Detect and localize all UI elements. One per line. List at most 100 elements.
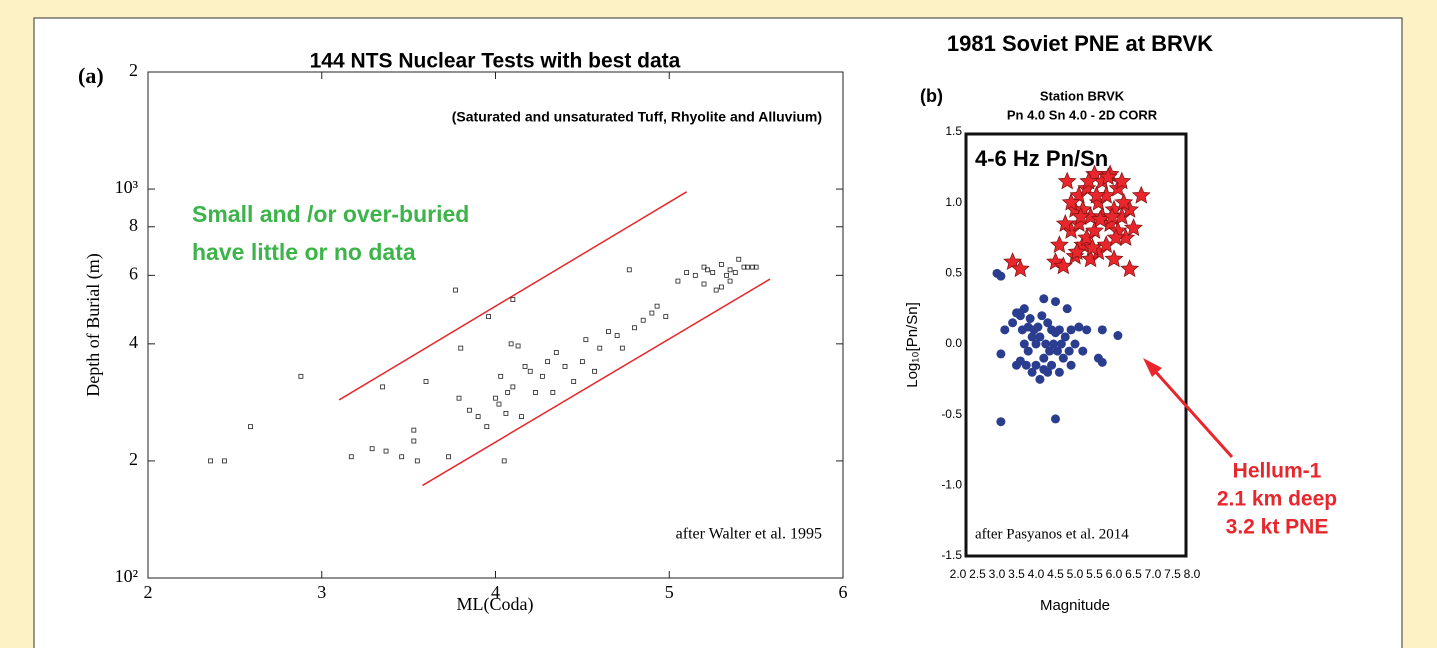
point	[222, 458, 227, 464]
point	[505, 390, 511, 395]
point	[1079, 171, 1099, 190]
x-tick-label: 4.5	[1047, 567, 1064, 581]
point	[1058, 353, 1068, 363]
point	[1062, 304, 1072, 314]
chart-title: 1981 Soviet PNE at BRVK	[947, 31, 1213, 56]
point	[545, 359, 551, 365]
annotation: 3.2 kt PNE	[1226, 516, 1329, 539]
panel-text: 4-6 Hz Pn/Sn	[975, 146, 1108, 171]
point	[684, 270, 690, 275]
plot-frame-b	[964, 132, 1188, 558]
point	[510, 384, 516, 390]
x-tick-label: 3	[317, 582, 326, 602]
point	[1055, 213, 1075, 232]
point	[753, 264, 759, 270]
x-tick-label: 3.0	[989, 567, 1006, 581]
point	[501, 458, 507, 464]
point	[745, 264, 750, 270]
x-tick-label: 8.0	[1184, 567, 1201, 581]
point	[380, 384, 385, 390]
point	[592, 368, 597, 374]
point	[414, 458, 420, 464]
point	[522, 363, 528, 369]
chart-title: 144 NTS Nuclear Tests with best data	[310, 50, 681, 73]
point	[1067, 242, 1087, 261]
point	[1051, 297, 1060, 307]
point	[1066, 360, 1076, 370]
point	[614, 333, 620, 339]
x-axis-label: ML(Coda)	[457, 594, 534, 615]
point	[1083, 237, 1102, 256]
point	[583, 337, 589, 343]
point	[562, 363, 568, 369]
point	[1051, 414, 1060, 424]
point	[597, 345, 603, 351]
point	[724, 272, 729, 278]
x-tick-label: 3.5	[1008, 567, 1025, 581]
point	[675, 278, 681, 284]
point	[1019, 339, 1029, 349]
point	[467, 407, 472, 413]
y-tick-label: 8	[129, 215, 138, 235]
point	[1131, 185, 1151, 204]
x-tick-label: 4.0	[1028, 567, 1045, 581]
point	[208, 458, 213, 464]
point	[1056, 339, 1066, 349]
point	[750, 264, 756, 270]
point	[533, 390, 538, 395]
point	[527, 368, 533, 374]
point	[1051, 328, 1060, 338]
point	[1106, 228, 1126, 247]
point	[1041, 339, 1051, 349]
point	[550, 390, 556, 395]
y-tick-label: 2	[129, 60, 138, 80]
point	[718, 262, 724, 267]
point	[1074, 322, 1084, 332]
point	[1085, 220, 1104, 239]
point	[1031, 360, 1041, 370]
point	[1039, 364, 1049, 374]
point	[1012, 308, 1021, 318]
point	[1043, 318, 1053, 328]
point	[486, 314, 491, 320]
point	[736, 256, 742, 262]
point	[1052, 346, 1062, 356]
point	[1025, 314, 1035, 324]
y-axis-label: Log₁₀[Pn/Sn]	[904, 302, 921, 388]
point	[1120, 259, 1140, 278]
point	[579, 359, 585, 365]
y-tick-label: 1.0	[945, 195, 962, 209]
point	[1019, 304, 1029, 314]
y-axis-label: Depth of Burial (m)	[83, 253, 104, 396]
point	[741, 264, 747, 270]
point	[496, 401, 502, 407]
point	[1071, 206, 1091, 225]
point	[1027, 367, 1037, 377]
y-tick-label: 10³	[115, 177, 139, 197]
arrow-shaft	[1152, 368, 1234, 459]
point	[1037, 311, 1047, 321]
point	[508, 341, 514, 347]
point	[1054, 367, 1064, 377]
point	[713, 287, 719, 293]
point	[996, 349, 1006, 359]
point	[348, 454, 354, 460]
point	[996, 417, 1006, 427]
point	[1039, 294, 1049, 304]
point	[654, 303, 660, 309]
point	[1035, 332, 1045, 342]
point	[1070, 339, 1080, 349]
x-axis-label: Magnitude	[1040, 597, 1110, 614]
point	[649, 310, 655, 316]
point	[663, 314, 669, 320]
x-tick-label: 5.0	[1067, 567, 1084, 581]
point	[705, 267, 710, 273]
point	[996, 271, 1006, 281]
annotation: Small and /or over-buried	[192, 201, 469, 227]
point	[692, 272, 698, 278]
annotation: 2.1 km deep	[1217, 488, 1337, 511]
source: after Pasyanos et al. 2014	[975, 526, 1129, 542]
point	[248, 424, 253, 430]
point	[1060, 332, 1070, 342]
